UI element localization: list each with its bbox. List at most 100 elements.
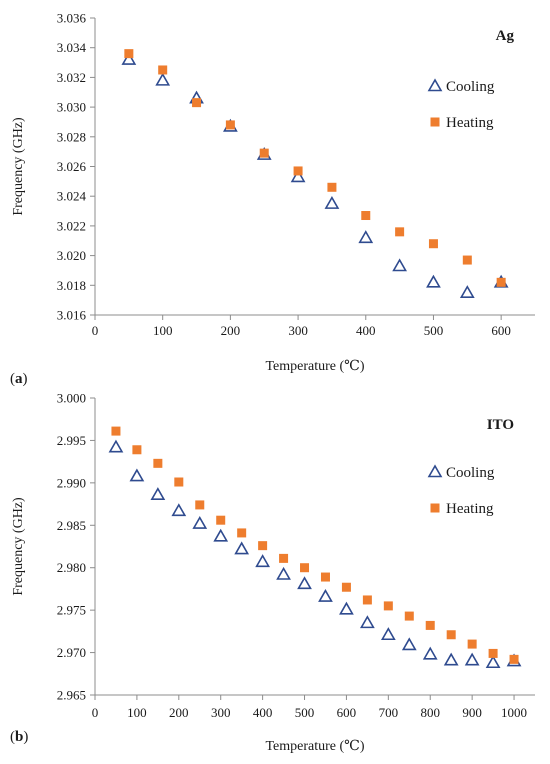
chart-panel-ag: 3.016 3.018 3.020 3.022 3.024 3.026 3.028 3.030…: [10, 11, 535, 387]
panel-label: (b): [10, 729, 28, 745]
cooling-data-point: [464, 652, 480, 666]
x-tick-label: 200: [221, 323, 241, 338]
heating-data-point: [425, 620, 435, 630]
material-annotation: ITO: [487, 417, 514, 433]
cooling-data-point: [155, 72, 171, 86]
y-tick-label: 3.016: [57, 308, 87, 323]
heating-data-point: [467, 639, 477, 649]
x-axis-title: Temperature (℃): [265, 359, 364, 374]
heating-data-point: [258, 541, 268, 551]
x-tick-label: 600: [337, 705, 357, 720]
heating-data-point: [509, 654, 519, 664]
y-tick-label: 3.020: [57, 248, 86, 263]
y-tick-label: 2.995: [57, 433, 86, 448]
heating-data-point: [383, 601, 393, 611]
x-tick-label: 0: [92, 705, 99, 720]
y-tick-label: 3.024: [57, 189, 87, 204]
y-tick-label: 3.032: [57, 70, 86, 85]
y-tick-label: 2.990: [57, 475, 86, 490]
y-tick-label: 2.980: [57, 560, 86, 575]
x-tick-label: 0: [92, 323, 99, 338]
panel-label: (a): [10, 371, 28, 387]
x-tick-label: 700: [379, 705, 399, 720]
cooling-data-point: [426, 274, 441, 288]
legend: Cooling Heating: [427, 78, 495, 131]
y-tick-label: 3.036: [57, 11, 87, 26]
cooling-data-point: [392, 258, 407, 272]
heating-data-point: [293, 166, 303, 176]
heating-data-point: [496, 277, 506, 287]
heating-data-point: [361, 211, 371, 221]
heating-data-point: [259, 148, 269, 158]
heating-data-point: [132, 445, 142, 455]
x-tick-label: 1000: [501, 705, 527, 720]
cooling-data-point: [213, 528, 229, 542]
y-tick-label: 3.034: [57, 40, 87, 55]
series-heating: [124, 49, 506, 287]
heating-data-point: [404, 611, 414, 621]
x-tick-label: 900: [462, 705, 482, 720]
x-tick-label: 200: [169, 705, 189, 720]
y-tick-label: 3.030: [57, 100, 86, 115]
x-tick-label: 600: [491, 323, 511, 338]
y-tick-label: 3.022: [57, 218, 86, 233]
heating-data-point: [428, 239, 438, 249]
heating-data-point: [192, 98, 202, 108]
heating-data-point: [225, 120, 235, 130]
y-tick-label: 3.000: [57, 391, 86, 406]
heating-data-point: [216, 515, 226, 525]
cooling-data-point: [358, 230, 374, 244]
cooling-data-point: [485, 655, 501, 669]
y-tick-label: 2.975: [57, 603, 86, 618]
x-tick-label: 400: [356, 323, 376, 338]
cooling-data-point: [318, 588, 333, 602]
chart-panel-ito: 2.965 2.970 2.975 2.980 2.985 2.990 2.995 3.000…: [10, 391, 535, 754]
heating-data-point: [446, 630, 456, 640]
cooling-data-point: [276, 566, 291, 580]
heating-data-point: [195, 500, 205, 510]
x-tick-label: 800: [420, 705, 440, 720]
cooling-data-point: [339, 601, 354, 615]
heating-data-point: [300, 563, 310, 573]
heating-data-point: [174, 477, 184, 487]
cooling-data-point: [290, 169, 306, 183]
legend: Cooling Heating: [427, 464, 495, 517]
cooling-data-point: [297, 576, 312, 590]
x-tick-label: 500: [295, 705, 315, 720]
cooling-data-point: [171, 503, 187, 517]
heating-data-point: [237, 528, 247, 538]
cooling-data-point: [401, 637, 417, 651]
x-tick-label: 100: [153, 323, 173, 338]
y-axis-title: Frequency (GHz): [11, 117, 26, 216]
heating-data-point: [395, 227, 405, 237]
cooling-data-point: [192, 515, 208, 529]
y-axis-title: Frequency (GHz): [11, 497, 26, 596]
cooling-data-point: [129, 468, 145, 482]
heating-data-point: [341, 582, 351, 592]
heating-data-point: [279, 553, 289, 563]
cooling-data-point: [150, 487, 166, 501]
legend-marker-heating: [430, 503, 440, 513]
y-tick-label: 3.018: [57, 278, 86, 293]
x-tick-label: 400: [253, 705, 273, 720]
y-tick-label: 2.985: [57, 518, 86, 533]
legend-label-cooling: Cooling: [446, 465, 495, 481]
material-annotation: Ag: [496, 28, 515, 44]
cooling-data-point: [324, 196, 340, 209]
x-tick-label: 500: [424, 323, 444, 338]
cooling-data-point: [422, 646, 438, 660]
cooling-data-point: [443, 652, 459, 666]
x-tick-label: 300: [211, 705, 231, 720]
heating-data-point: [124, 49, 134, 59]
x-tick-label: 300: [288, 323, 308, 338]
legend-label-cooling: Cooling: [446, 79, 495, 95]
heating-data-point: [158, 65, 168, 75]
heating-data-point: [362, 595, 372, 605]
y-tick-label: 3.026: [57, 159, 87, 174]
cooling-data-point: [255, 554, 270, 568]
cooling-data-point: [459, 285, 475, 299]
heating-data-point: [320, 572, 330, 582]
y-tick-label: 2.965: [57, 688, 86, 703]
cooling-data-point: [121, 51, 137, 65]
